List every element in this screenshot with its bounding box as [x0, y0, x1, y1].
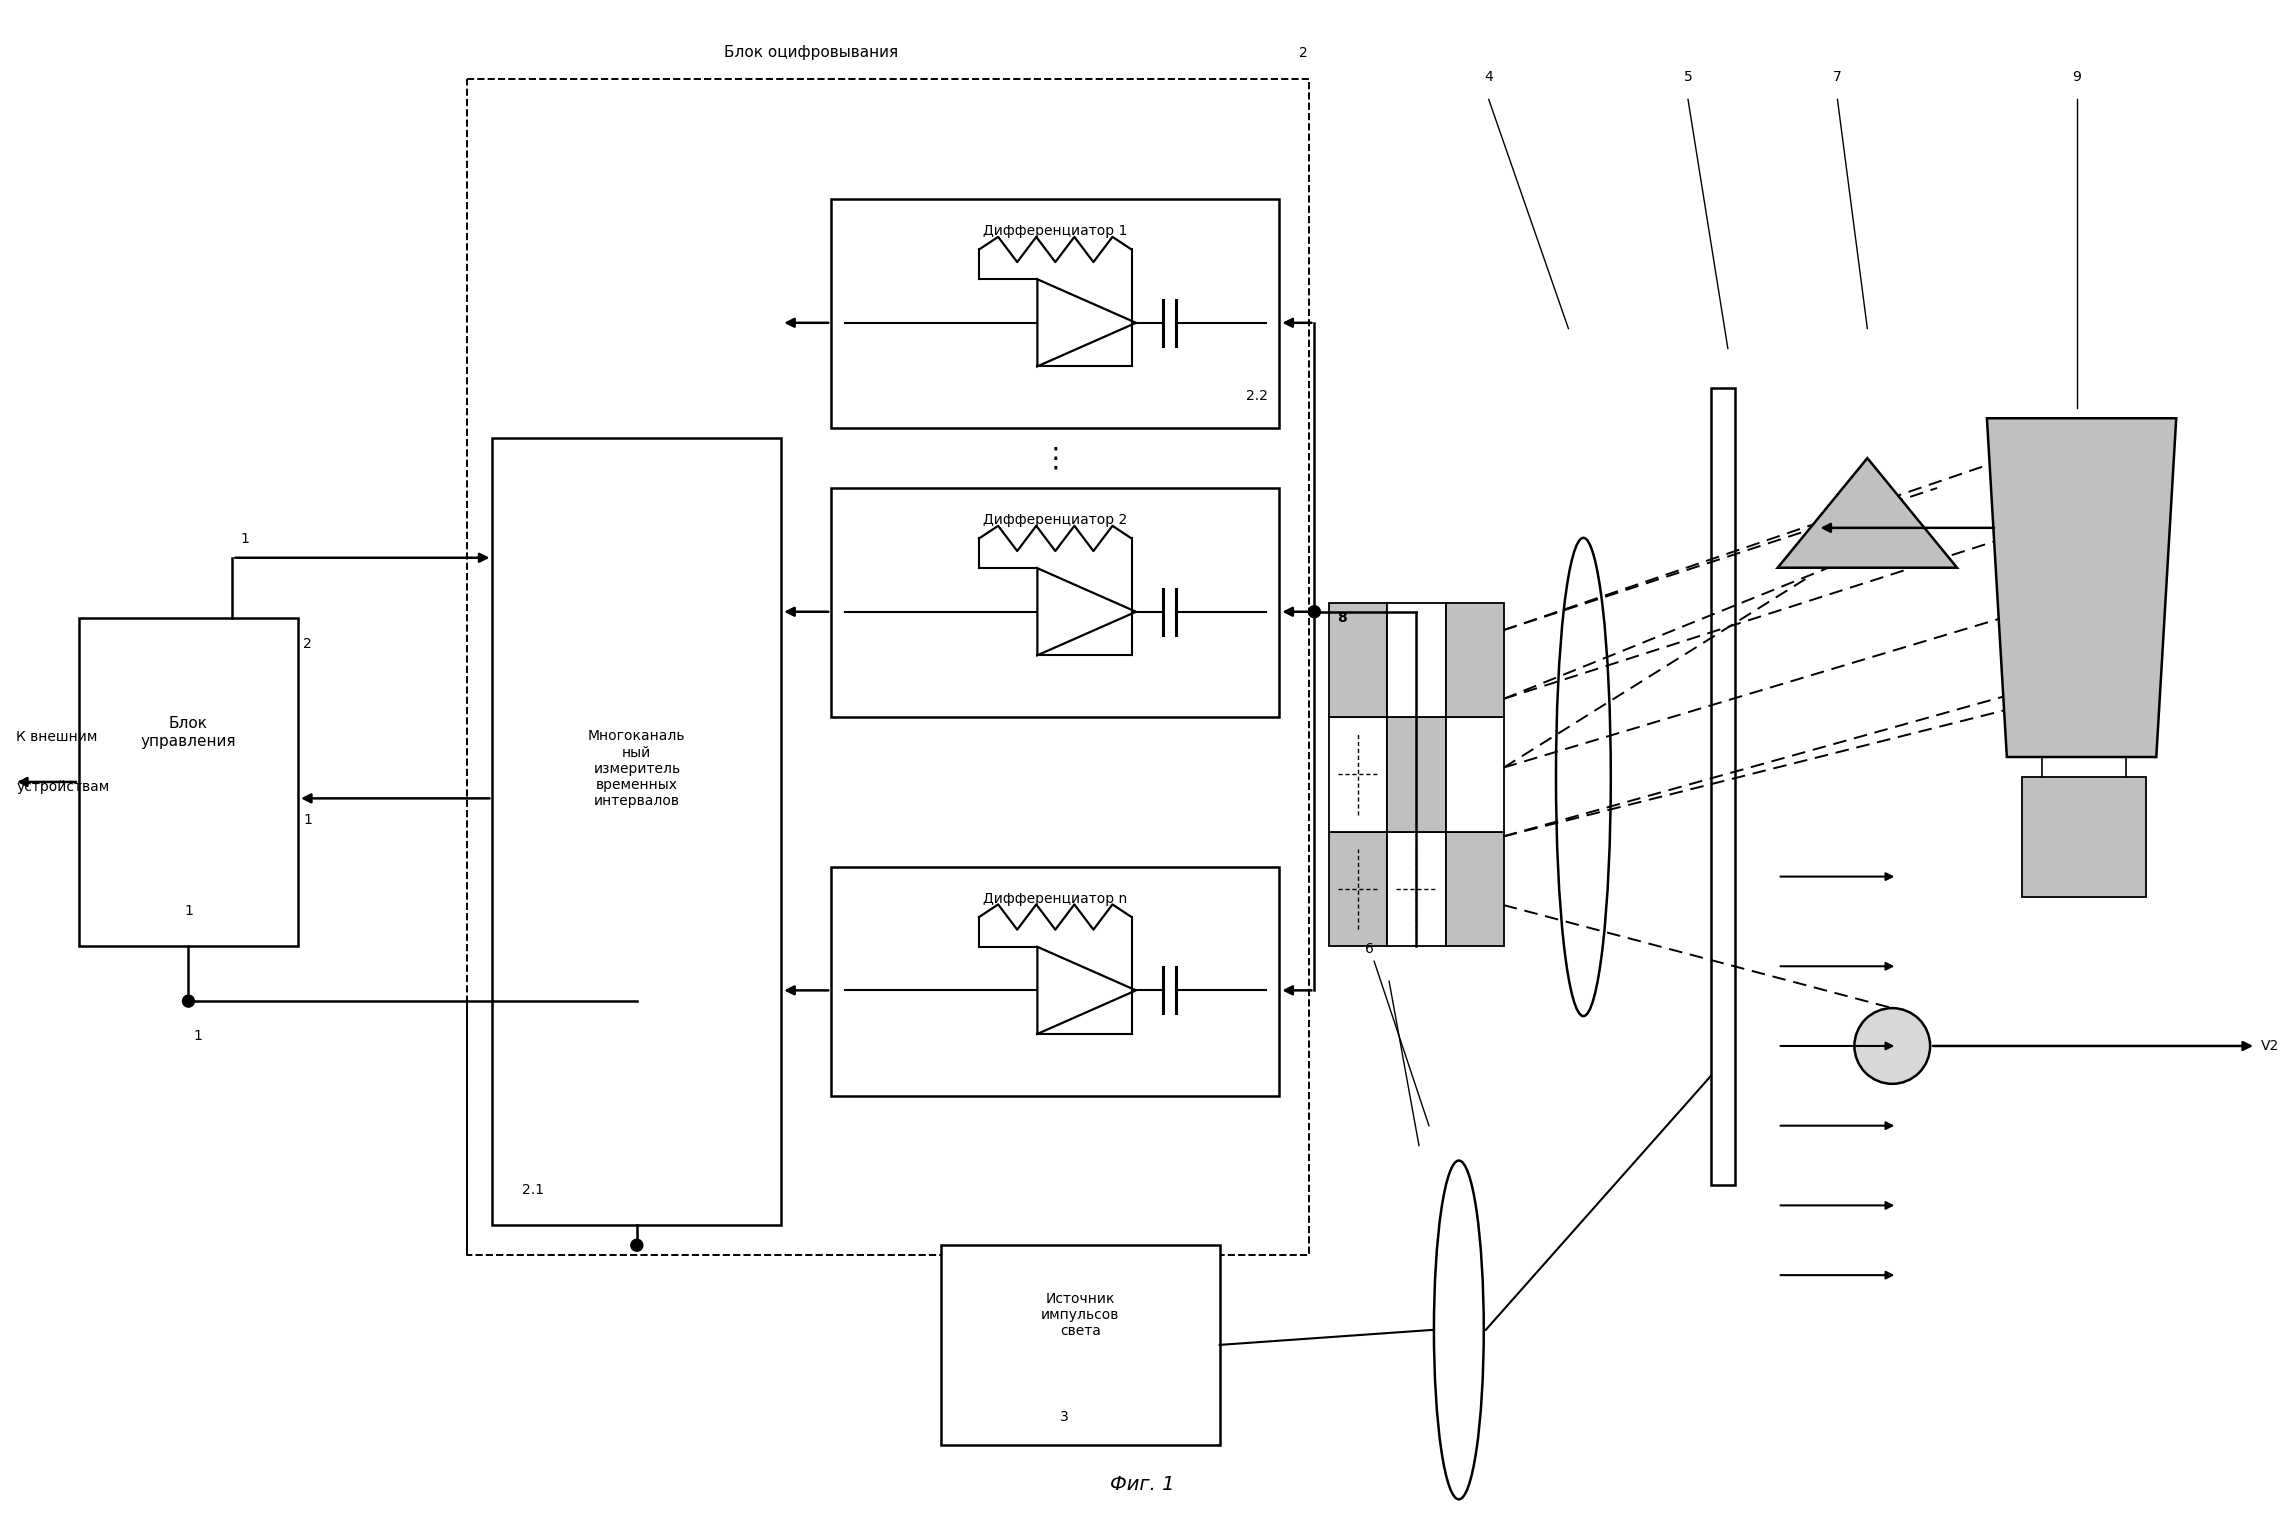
Bar: [1386, 832, 1446, 947]
Text: 2: 2: [1300, 46, 1309, 60]
Text: 6: 6: [1366, 942, 1373, 956]
Bar: [831, 199, 1279, 428]
Text: 1: 1: [304, 814, 313, 828]
Text: Многоканаль
ный
измеритель
временных
интервалов: Многоканаль ный измеритель временных инт…: [587, 730, 685, 808]
Bar: [1446, 603, 1503, 718]
Text: 1: 1: [185, 904, 192, 918]
Circle shape: [1309, 606, 1320, 618]
Text: 2.2: 2.2: [1245, 389, 1268, 403]
Bar: [1446, 832, 1503, 947]
Text: V1: V1: [2005, 521, 2024, 534]
Text: устройствам: устройствам: [16, 780, 110, 794]
Text: 4: 4: [1485, 70, 1494, 84]
Text: К внешним: К внешним: [16, 730, 98, 744]
Text: 2: 2: [304, 637, 313, 652]
Bar: [1386, 718, 1446, 832]
Text: 3: 3: [1060, 1409, 1069, 1423]
Polygon shape: [1777, 458, 1957, 568]
Text: 7: 7: [1834, 70, 1841, 84]
Circle shape: [183, 996, 194, 1008]
Bar: [941, 1245, 1220, 1445]
Bar: [831, 489, 1279, 718]
Text: Блок
управления: Блок управления: [142, 716, 235, 748]
Text: Источник
импульсов
света: Источник импульсов света: [1042, 1292, 1119, 1338]
Polygon shape: [1987, 418, 2177, 757]
Text: Дифференциатор 2: Дифференциатор 2: [982, 513, 1128, 527]
Text: 9: 9: [2072, 70, 2081, 84]
Bar: [1329, 832, 1386, 947]
Text: 1: 1: [194, 1029, 203, 1043]
Bar: [1329, 718, 1386, 832]
Text: 2.1: 2.1: [523, 1183, 544, 1197]
Bar: [1711, 388, 1736, 1185]
Text: V2: V2: [2261, 1038, 2279, 1054]
Circle shape: [630, 1240, 642, 1251]
Bar: [1329, 603, 1386, 718]
Circle shape: [1855, 1008, 1930, 1084]
Bar: [831, 867, 1279, 1096]
Text: Дифференциатор 1: Дифференциатор 1: [982, 224, 1128, 238]
Text: 1: 1: [240, 531, 249, 545]
Text: 5: 5: [1683, 70, 1692, 84]
Bar: [1446, 718, 1503, 832]
Bar: [80, 617, 299, 947]
Text: ⋮: ⋮: [1042, 444, 1069, 472]
Text: Дифференциатор n: Дифференциатор n: [982, 892, 1128, 906]
Bar: [2021, 777, 2147, 896]
Text: Фиг. 1: Фиг. 1: [1110, 1475, 1174, 1495]
Bar: [1386, 603, 1446, 718]
Bar: [493, 438, 781, 1225]
Text: Блок оцифровывания: Блок оцифровывания: [724, 44, 898, 60]
Text: 8: 8: [1338, 611, 1348, 625]
